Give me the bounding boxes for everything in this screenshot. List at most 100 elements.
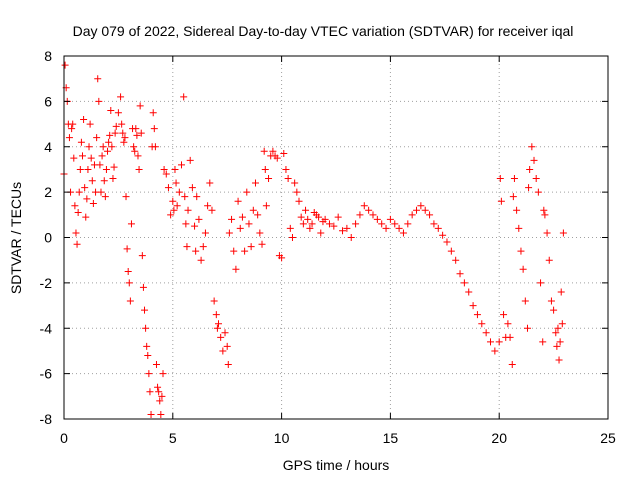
data-point bbox=[135, 165, 143, 173]
data-point bbox=[96, 161, 104, 169]
data-point bbox=[88, 177, 96, 185]
data-point bbox=[510, 175, 518, 183]
data-point bbox=[137, 129, 145, 137]
data-point bbox=[497, 197, 505, 205]
data-point bbox=[558, 320, 566, 328]
data-point bbox=[496, 175, 504, 183]
data-point bbox=[245, 220, 253, 228]
y-tick-label: 0 bbox=[44, 230, 52, 246]
data-point bbox=[78, 152, 86, 160]
y-tick-label: 2 bbox=[44, 184, 52, 200]
data-point bbox=[87, 154, 95, 162]
data-point bbox=[317, 229, 325, 237]
y-tick-label: -8 bbox=[40, 411, 53, 427]
y-tick-labels: -8 -6 -4 -2 0 2 4 6 8 bbox=[40, 48, 53, 427]
data-point bbox=[95, 97, 103, 105]
data-point bbox=[291, 179, 299, 187]
data-point bbox=[225, 229, 233, 237]
data-point bbox=[183, 243, 191, 251]
data-point bbox=[97, 188, 105, 196]
x-tick-label: 15 bbox=[383, 430, 399, 446]
data-point bbox=[421, 206, 429, 214]
data-point bbox=[256, 229, 264, 237]
data-point bbox=[123, 245, 131, 253]
data-point bbox=[178, 161, 186, 169]
data-point bbox=[162, 170, 170, 178]
data-point bbox=[86, 120, 94, 128]
x-axis-label: GPS time / hours bbox=[283, 457, 390, 473]
data-point bbox=[526, 165, 534, 173]
data-point bbox=[378, 220, 386, 228]
data-point bbox=[460, 279, 468, 287]
data-point bbox=[171, 165, 179, 173]
data-point bbox=[306, 224, 314, 232]
data-point bbox=[504, 320, 512, 328]
data-point bbox=[247, 243, 255, 251]
data-point bbox=[517, 247, 525, 255]
data-point bbox=[545, 256, 553, 264]
data-point bbox=[408, 211, 416, 219]
data-point bbox=[543, 229, 551, 237]
data-point bbox=[134, 152, 142, 160]
data-point bbox=[77, 138, 85, 146]
data-point bbox=[282, 165, 290, 173]
data-point bbox=[223, 342, 231, 350]
data-point bbox=[100, 177, 108, 185]
data-point bbox=[68, 125, 76, 133]
data-point bbox=[69, 120, 77, 128]
chart-title: Day 079 of 2022, Sidereal Day-to-day VTE… bbox=[73, 23, 574, 39]
data-point bbox=[439, 231, 447, 239]
data-points bbox=[60, 61, 567, 418]
data-point bbox=[465, 288, 473, 296]
data-point bbox=[210, 297, 218, 305]
data-point bbox=[330, 222, 338, 230]
data-point bbox=[120, 138, 128, 146]
data-point bbox=[559, 229, 567, 237]
data-point bbox=[102, 165, 110, 173]
data-point bbox=[261, 165, 269, 173]
data-point bbox=[540, 206, 548, 214]
data-point bbox=[373, 215, 381, 223]
data-point bbox=[150, 125, 158, 133]
data-point bbox=[195, 215, 203, 223]
data-point bbox=[73, 240, 81, 248]
data-point bbox=[219, 347, 227, 355]
data-point bbox=[98, 152, 106, 160]
data-point bbox=[71, 202, 79, 210]
x-tick-label: 10 bbox=[274, 430, 290, 446]
data-point bbox=[232, 265, 240, 273]
data-point bbox=[228, 215, 236, 223]
data-point bbox=[413, 206, 421, 214]
y-tick-label: 8 bbox=[44, 48, 52, 64]
data-point bbox=[181, 193, 189, 201]
data-point bbox=[155, 388, 163, 396]
data-point bbox=[159, 370, 167, 378]
data-point bbox=[521, 297, 529, 305]
data-point bbox=[426, 211, 434, 219]
data-point bbox=[99, 143, 107, 151]
data-point bbox=[94, 75, 102, 83]
data-point bbox=[315, 213, 323, 221]
data-point bbox=[369, 211, 377, 219]
data-point bbox=[106, 131, 114, 139]
data-point bbox=[251, 179, 259, 187]
data-point bbox=[532, 175, 540, 183]
data-point bbox=[386, 215, 394, 223]
data-point bbox=[550, 306, 558, 314]
data-point bbox=[89, 199, 97, 207]
data-point bbox=[144, 351, 152, 359]
data-point bbox=[347, 234, 355, 241]
data-point bbox=[146, 388, 154, 396]
y-tick-label: -6 bbox=[40, 366, 53, 382]
data-point bbox=[234, 197, 242, 205]
data-point bbox=[519, 265, 527, 273]
data-point bbox=[175, 188, 183, 196]
data-point bbox=[557, 288, 565, 296]
data-point bbox=[107, 106, 115, 114]
data-point bbox=[83, 195, 91, 203]
data-point bbox=[243, 188, 251, 196]
data-point bbox=[297, 213, 305, 221]
data-point bbox=[142, 324, 150, 332]
data-point bbox=[295, 197, 303, 205]
data-point bbox=[112, 122, 120, 130]
